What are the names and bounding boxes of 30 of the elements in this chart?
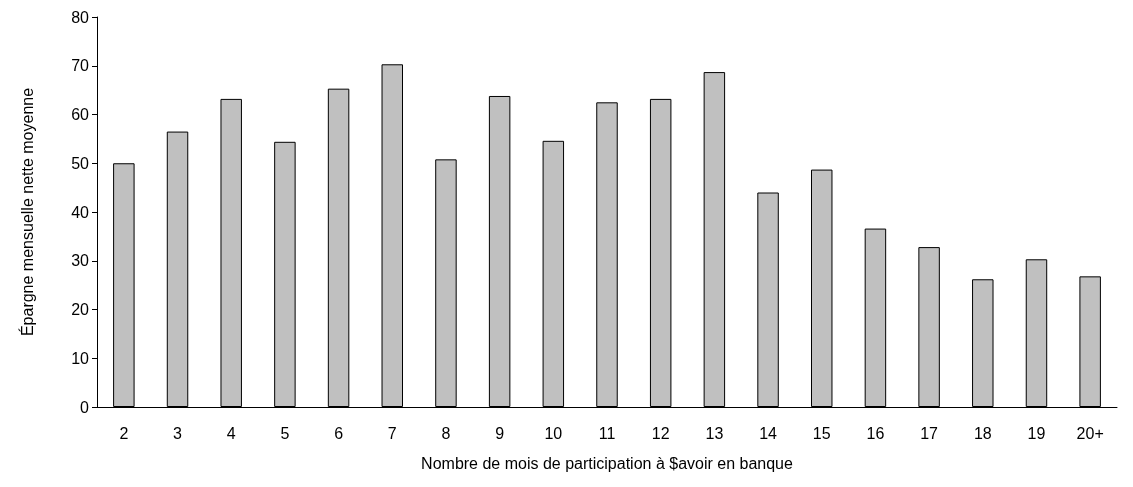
y-tick-label: 30: [71, 252, 90, 270]
y-tick-label: 60: [71, 106, 90, 123]
x-tick-label: 9: [495, 424, 505, 442]
y-tick-label: 20: [71, 301, 90, 318]
y-tick-label: 70: [71, 57, 90, 75]
x-axis-title: Nombre de mois de participation à $avoir en banque: [421, 454, 793, 472]
x-tick-label: 4: [226, 424, 236, 442]
x-tick-label: 17: [920, 424, 939, 442]
x-tick-label: 20+: [1076, 424, 1104, 442]
x-tick-label: 13: [705, 424, 724, 442]
x-tick-label: 5: [280, 424, 290, 442]
y-tick-label: 0: [80, 398, 90, 416]
y-tick-label: 80: [71, 8, 90, 26]
x-tick-label: 6: [334, 424, 344, 442]
x-tick-label: 18: [973, 424, 992, 442]
y-tick-label: 10: [71, 349, 90, 367]
x-tick-label: 3: [173, 424, 183, 442]
x-tick-label: 15: [812, 424, 831, 442]
y-tick-label: 50: [71, 154, 90, 172]
y-tick-label: 40: [71, 203, 90, 221]
x-tick-label: 14: [759, 424, 778, 442]
x-tick-label: 11: [598, 424, 616, 442]
x-tick-label: 16: [866, 424, 885, 442]
x-tick-label: 7: [387, 424, 397, 442]
x-tick-label: 19: [1027, 424, 1046, 442]
x-tick-label: 10: [544, 424, 563, 442]
x-tick-label: 2: [119, 424, 129, 442]
y-axis-title: Épargne mensuelle nette moyenne: [17, 87, 36, 337]
x-tick-label: 8: [441, 424, 451, 442]
x-tick-label: 12: [651, 424, 670, 442]
